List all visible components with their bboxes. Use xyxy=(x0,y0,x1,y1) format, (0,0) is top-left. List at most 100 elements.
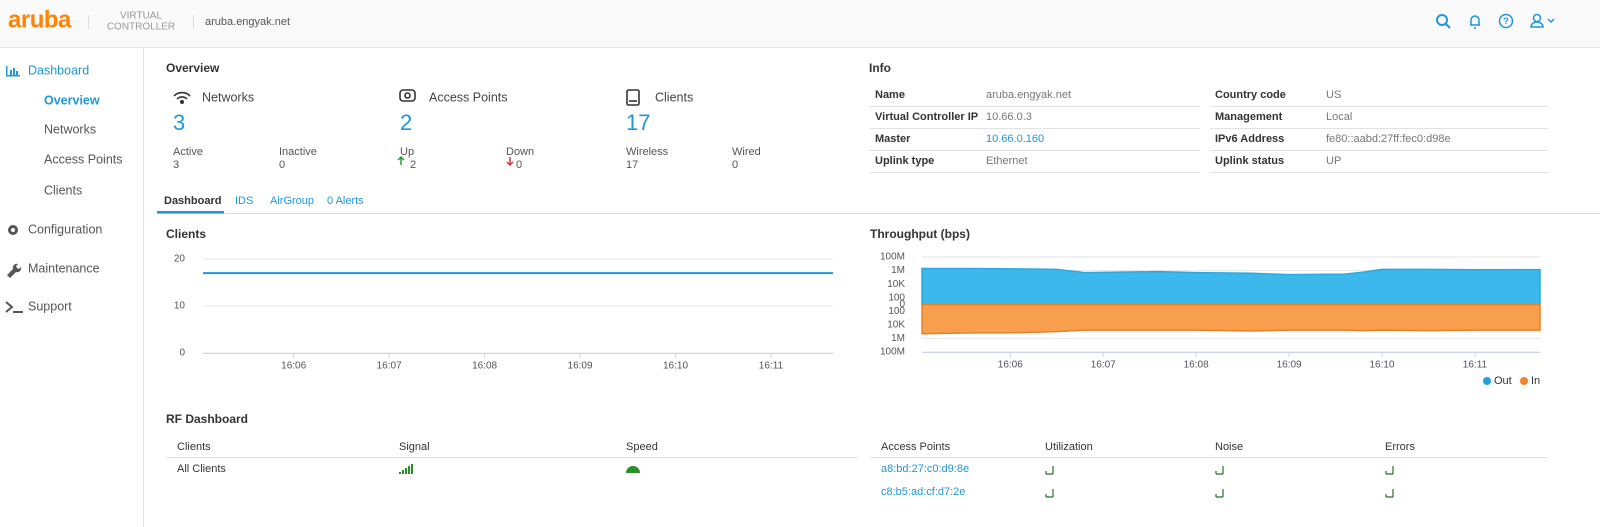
table-header: Access Points xyxy=(881,441,951,453)
chart-title: Clients xyxy=(166,227,206,241)
overview-icons xyxy=(173,89,640,106)
nav-item[interactable]: Networks xyxy=(44,122,96,136)
stat-label: Active xyxy=(173,146,203,158)
y-tick-label: 100 xyxy=(888,306,905,317)
ap-link[interactable]: c8:b5:ad:cf:d7:2e xyxy=(881,486,965,498)
info-key: Country code xyxy=(1215,89,1286,101)
legend-swatch xyxy=(1520,377,1528,385)
signal-icon xyxy=(405,468,407,474)
info-value: 10.66.0.3 xyxy=(986,111,1032,123)
y-tick-label: 10K xyxy=(887,279,905,290)
y-tick-label: 100 xyxy=(888,292,905,303)
info-key: IPv6 Address xyxy=(1215,133,1284,145)
dashboard-icon xyxy=(6,66,20,77)
section-title: RF Dashboard xyxy=(166,412,248,426)
logo: aruba xyxy=(8,6,72,33)
nav-item[interactable]: Access Points xyxy=(44,152,123,166)
stat-label: Down xyxy=(506,146,534,158)
header-icons[interactable] xyxy=(1436,13,1555,29)
y-tick-label: 20 xyxy=(174,254,186,265)
stat-value: 17 xyxy=(626,159,638,171)
nav-item[interactable]: Clients xyxy=(44,183,82,197)
nav-section[interactable]: Support xyxy=(28,299,72,313)
section-title: Info xyxy=(869,61,891,75)
card-label: Networks xyxy=(202,90,254,104)
legend-swatch xyxy=(1483,377,1491,385)
y-tick-label: 10 xyxy=(174,301,186,312)
mini-bar xyxy=(1045,489,1054,498)
stat-label: Wireless xyxy=(626,146,669,158)
info-value: aruba.engyak.net xyxy=(986,89,1071,101)
client-row[interactable]: All Clients xyxy=(177,463,226,475)
mini-bar xyxy=(1215,489,1224,498)
x-tick-label: 16:11 xyxy=(1463,360,1488,371)
nav-section[interactable]: Configuration xyxy=(28,222,102,236)
table-header: Speed xyxy=(626,441,658,453)
x-tick-label: 16:08 xyxy=(1184,360,1209,371)
y-tick-label: 0 xyxy=(899,299,905,310)
info-key: Name xyxy=(875,89,905,101)
info-key: Virtual Controller IP xyxy=(875,111,978,123)
x-tick-label: 16:08 xyxy=(472,361,497,372)
ap-link[interactable]: a8:bd:27:c0:d9:8e xyxy=(881,463,969,475)
y-tick-label: 1M xyxy=(891,333,905,344)
x-tick-label: 16:09 xyxy=(1277,360,1302,371)
x-tick-label: 16:06 xyxy=(998,360,1023,371)
nav-section[interactable]: Dashboard xyxy=(28,63,89,77)
chart-title: Throughput (bps) xyxy=(870,227,970,241)
tab[interactable]: AirGroup xyxy=(270,195,314,207)
nav-item[interactable]: Overview xyxy=(44,93,100,107)
stat-value: 0 xyxy=(279,159,285,171)
card-count: 17 xyxy=(626,110,650,135)
legend-label[interactable]: Out xyxy=(1494,375,1512,387)
y-tick-label: 10K xyxy=(887,319,905,330)
help-glyph: ? xyxy=(1503,16,1509,26)
info-value: US xyxy=(1326,89,1341,101)
table-header: Utilization xyxy=(1045,441,1093,453)
tab[interactable]: Dashboard xyxy=(164,195,221,207)
y-tick-label: 100M xyxy=(880,252,905,263)
stat-label: Up xyxy=(400,146,414,158)
info-value: UP xyxy=(1326,155,1341,167)
area xyxy=(921,303,1541,335)
stat-value: 0 xyxy=(516,159,522,171)
stat-label: Wired xyxy=(732,146,761,158)
info-value: fe80::aabd:27ff:fec0:d98e xyxy=(1326,133,1451,145)
mini-bar xyxy=(1045,466,1054,475)
card-label: Access Points xyxy=(429,90,508,104)
mini-bar xyxy=(1215,466,1224,475)
signal-icon xyxy=(399,472,401,474)
table-header: Noise xyxy=(1215,441,1243,453)
y-tick-label: 0 xyxy=(179,348,185,359)
info-key: Master xyxy=(875,133,911,145)
signal-icon xyxy=(408,466,410,474)
info-key: Uplink status xyxy=(1215,155,1284,167)
info-value[interactable]: 10.66.0.160 xyxy=(986,133,1044,145)
table-header: Clients xyxy=(177,441,211,453)
mini-bar xyxy=(1385,466,1394,475)
x-tick-label: 16:07 xyxy=(377,361,402,372)
x-tick-label: 16:10 xyxy=(1369,360,1394,371)
legend-label[interactable]: In xyxy=(1531,375,1540,387)
info-key: Uplink type xyxy=(875,155,934,167)
product-name: VIRTUAL xyxy=(120,11,162,22)
x-tick-label: 16:06 xyxy=(281,361,306,372)
mini-bar xyxy=(1385,489,1394,498)
stat-label: Inactive xyxy=(279,146,317,158)
signal-icon xyxy=(411,464,413,474)
signal-icon xyxy=(402,470,404,474)
card-label: Clients xyxy=(655,90,693,104)
area xyxy=(921,267,1541,306)
info-key: Management xyxy=(1215,111,1283,123)
host-name: aruba.engyak.net xyxy=(205,16,290,28)
x-tick-label: 16:09 xyxy=(568,361,593,372)
card-count: 3 xyxy=(173,110,185,135)
section-title: Overview xyxy=(166,61,220,75)
tab[interactable]: IDS xyxy=(235,195,253,207)
sidebar-icons xyxy=(5,225,23,313)
header-bar xyxy=(0,0,1600,47)
nav-section[interactable]: Maintenance xyxy=(28,261,100,275)
tab[interactable]: 0 Alerts xyxy=(327,195,364,207)
y-tick-label: 1M xyxy=(891,265,905,276)
